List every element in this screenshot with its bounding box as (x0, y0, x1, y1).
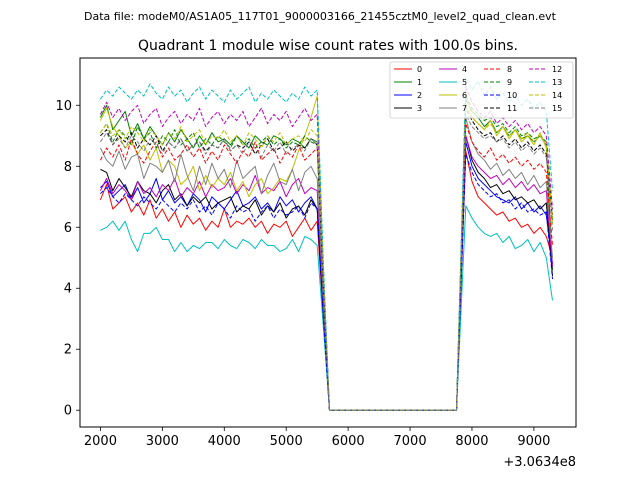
series-3-line (100, 135, 553, 411)
plot-lines (99, 77, 553, 411)
y-tick-label: 0 (64, 404, 72, 419)
x-tick-label: 4000 (208, 434, 241, 449)
y-tick-label: 8 (64, 160, 72, 175)
series-4-line (99, 135, 553, 411)
legend-label-13: 13 (552, 78, 562, 87)
series-9-line (99, 95, 553, 411)
series-10-line (100, 153, 553, 411)
legend-label-6: 6 (462, 91, 467, 100)
series-15-line (99, 113, 553, 411)
x-axis: 2000 3000 4000 5000 6000 7000 8000 9000 (84, 427, 550, 449)
legend-label-15: 15 (552, 104, 562, 113)
y-tick-label: 6 (64, 221, 72, 236)
chart-suptitle: Data file: modeM0/AS1A05_117T01_90000031… (84, 10, 557, 23)
x-tick-label: 3000 (146, 434, 179, 449)
y-tick-label: 4 (64, 282, 72, 297)
series-5-line (100, 205, 553, 411)
x-tick-label: 6000 (332, 434, 365, 449)
legend-label-0: 0 (417, 65, 422, 74)
legend-label-7: 7 (462, 104, 467, 113)
series-7-line (99, 117, 553, 411)
series-13-line (99, 77, 553, 411)
y-tick-label: 10 (55, 99, 72, 114)
legend-label-9: 9 (507, 78, 512, 87)
x-tick-label: 8000 (455, 434, 488, 449)
legend-label-4: 4 (462, 65, 467, 74)
chart-title: Quadrant 1 module wise count rates with … (138, 38, 518, 54)
x-tick-label: 7000 (394, 434, 427, 449)
legend-label-14: 14 (552, 91, 562, 100)
legend-label-11: 11 (507, 104, 517, 113)
y-axis: 0 2 4 6 8 10 (55, 99, 80, 419)
legend-label-3: 3 (417, 104, 422, 113)
series-2-line (100, 141, 553, 411)
legend-label-8: 8 (507, 65, 512, 74)
series-14-line (99, 104, 553, 411)
x-offset-label: +3.0634e8 (503, 455, 576, 470)
series-12-line (99, 86, 553, 411)
series-0-line (99, 150, 553, 411)
legend-label-12: 12 (552, 65, 562, 74)
legend-label-10: 10 (507, 91, 517, 100)
legend-label-5: 5 (462, 78, 467, 87)
y-tick-label: 2 (64, 343, 72, 358)
legend-label-1: 1 (417, 78, 422, 87)
x-tick-label: 9000 (517, 434, 550, 449)
legend-box (389, 61, 574, 119)
x-tick-label: 5000 (270, 434, 303, 449)
legend-label-2: 2 (417, 91, 422, 100)
x-tick-label: 2000 (84, 434, 117, 449)
plot-frame (79, 57, 577, 428)
